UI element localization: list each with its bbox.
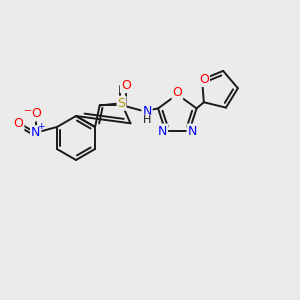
Text: O: O bbox=[172, 86, 182, 99]
Text: N: N bbox=[31, 126, 40, 139]
Text: N: N bbox=[158, 124, 167, 137]
Text: N: N bbox=[188, 124, 197, 137]
Text: O: O bbox=[14, 117, 23, 130]
Text: O: O bbox=[31, 107, 40, 121]
Text: H: H bbox=[143, 115, 151, 125]
Text: −: − bbox=[24, 106, 32, 116]
Text: O: O bbox=[121, 79, 131, 92]
Text: O: O bbox=[199, 73, 209, 86]
Text: +: + bbox=[37, 122, 44, 131]
Text: S: S bbox=[118, 97, 125, 110]
Text: N: N bbox=[142, 105, 152, 118]
